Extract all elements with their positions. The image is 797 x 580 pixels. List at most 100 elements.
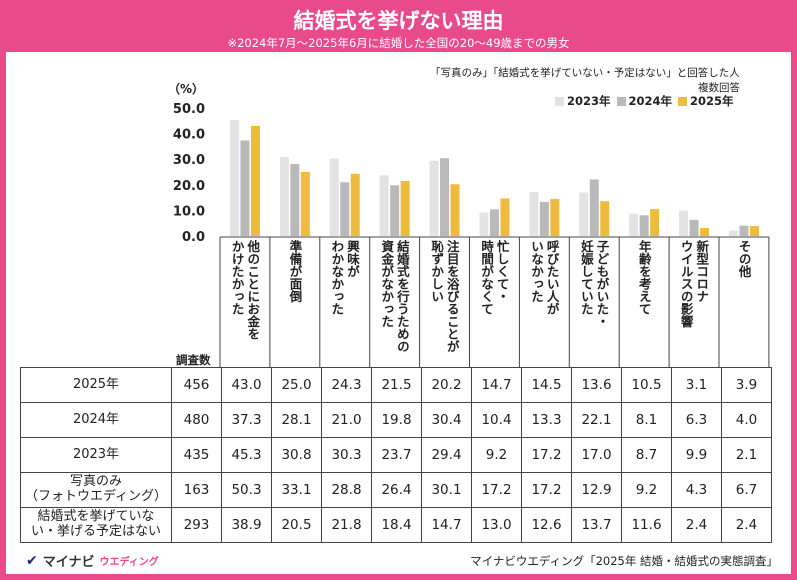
count-header: 調査数 <box>176 353 211 367</box>
table-cell: 30.3 <box>321 437 372 473</box>
bar-2023年-8 <box>629 213 639 236</box>
table-cell: 29.4 <box>421 437 472 473</box>
table-cell: 11.6 <box>621 507 672 543</box>
page-title: 結婚式を挙げない理由 <box>293 9 504 33</box>
bar-2024年-6 <box>539 201 549 236</box>
row-label: 2025年 <box>20 367 172 403</box>
logo-brand-sub: ウエディング <box>99 557 159 568</box>
table-cell: 17.2 <box>521 472 572 508</box>
table-row: 2025年 456 43.0 25.0 24.3 21.5 20.2 14.7 14.5 13.6… <box>20 367 772 403</box>
bar-2024年-4 <box>440 158 450 236</box>
table-cell: 10.5 <box>621 367 672 403</box>
table-cell: 9.9 <box>671 437 722 473</box>
logo-mark: ✔ <box>26 552 38 569</box>
bar-2023年-10 <box>728 230 738 236</box>
logo: ✔ マイナビ ウエディング <box>26 551 159 571</box>
table-cell: 25.0 <box>271 367 322 403</box>
table-cell: 38.9 <box>221 507 272 543</box>
y-tick-label: 40.0 <box>173 128 205 143</box>
bar-2024年-0 <box>240 140 250 236</box>
table-cell: 23.7 <box>371 437 422 473</box>
bar-2025年-6 <box>550 198 560 236</box>
page-subtitle: ※2024年7月～2025年6月に結婚した全国の20～49歳までの男女 <box>227 36 570 50</box>
bar-2025年-3 <box>400 180 410 236</box>
bar-2023年-1 <box>279 157 289 236</box>
bar-2025年-5 <box>500 198 510 236</box>
row-count: 293 <box>171 507 222 543</box>
row-label: 写真のみ （フォトウエディング） <box>20 472 172 508</box>
table-cell: 9.2 <box>471 437 522 473</box>
bar-2025年-4 <box>450 184 460 236</box>
legend-item-2023: 2023年 <box>555 93 611 109</box>
bar-2025年-1 <box>300 172 310 236</box>
table-cell: 18.4 <box>371 507 422 543</box>
bar-2023年-6 <box>529 191 539 236</box>
bar-2025年-8 <box>650 209 660 236</box>
table-cell: 13.7 <box>571 507 622 543</box>
respondents-note: 「写真のみ」「結婚式を挙げていない・予定はない」と回答した人 <box>430 67 740 79</box>
table-cell: 28.1 <box>271 402 322 438</box>
table-cell: 21.0 <box>321 402 372 438</box>
bar-2023年-4 <box>429 160 439 236</box>
category-label-7: 子どもがいた・ 妊娠していた <box>578 240 610 328</box>
table-cell: 4.0 <box>721 402 772 438</box>
multiple-answer-note: 複数回答 <box>698 82 740 94</box>
table-cell: 2.4 <box>721 507 772 543</box>
category-label-0: 他のことにお金を かけたかった <box>229 240 261 340</box>
legend-item-2025: 2025年 <box>678 93 734 109</box>
table-cell: 12.6 <box>521 507 572 543</box>
table-cell: 17.2 <box>521 437 572 473</box>
bar-2024年-3 <box>390 185 400 236</box>
table-cell: 8.7 <box>621 437 672 473</box>
bar-2023年-3 <box>379 175 389 236</box>
table-cell: 2.1 <box>721 437 772 473</box>
table-cell: 43.0 <box>221 367 272 403</box>
table-cell: 45.3 <box>221 437 272 473</box>
table-row: 写真のみ （フォトウエディング） 163 50.3 33.1 28.8 26.4 30.1 1… <box>20 472 772 508</box>
table-cell: 37.3 <box>221 402 272 438</box>
table-cell: 26.4 <box>371 472 422 508</box>
bar-2023年-2 <box>329 158 339 236</box>
bar-2025年-2 <box>350 173 360 236</box>
table-cell: 3.1 <box>671 367 722 403</box>
y-axis-unit: （%） <box>168 82 205 96</box>
category-label-6: 呼びたい人が いなかった <box>528 240 560 315</box>
bar-2023年-7 <box>579 192 589 236</box>
table-row: 2024年 480 37.3 28.1 21.0 19.8 30.4 10.4 13.3 22.1… <box>20 402 772 438</box>
table-row: 結婚式を挙げていな い・挙げる予定はない 293 38.9 20.5 21.8 18.4 1… <box>20 507 772 543</box>
row-count: 456 <box>171 367 222 403</box>
bar-2024年-1 <box>290 164 300 236</box>
bar-2024年-2 <box>340 182 350 236</box>
row-count: 163 <box>171 472 222 508</box>
table-cell: 14.7 <box>421 507 472 543</box>
y-tick-label: 30.0 <box>173 153 205 168</box>
bar-2025年-9 <box>700 228 710 236</box>
table-cell: 8.1 <box>621 402 672 438</box>
table-cell: 14.7 <box>471 367 522 403</box>
category-label-8: 年齢を考えて <box>636 240 652 315</box>
category-label-3: 結婚式を行うための 資金がなかった <box>379 240 410 353</box>
table-cell: 17.2 <box>471 472 522 508</box>
table-cell: 9.2 <box>621 472 672 508</box>
table-cell: 17.0 <box>571 437 622 473</box>
table-cell: 10.4 <box>471 402 522 438</box>
table-cell: 6.3 <box>671 402 722 438</box>
logo-brand: マイナビ <box>42 555 95 570</box>
table-cell: 30.1 <box>421 472 472 508</box>
y-tick-label: 20.0 <box>173 179 205 194</box>
table-cell: 12.9 <box>571 472 622 508</box>
table-cell: 33.1 <box>271 472 322 508</box>
legend: 2023年 2024年 2025年 <box>555 93 734 109</box>
bar-2023年-9 <box>679 210 689 236</box>
bar-2025年-0 <box>250 125 260 236</box>
bar-2025年-10 <box>749 226 759 236</box>
table-cell: 3.9 <box>721 367 772 403</box>
row-label: 結婚式を挙げていな い・挙げる予定はない <box>20 507 172 543</box>
bar-2024年-9 <box>689 219 699 236</box>
row-label: 2024年 <box>20 402 172 438</box>
bar-2025年-7 <box>600 201 610 236</box>
table-cell: 21.5 <box>371 367 422 403</box>
category-label-5: 忙しくて・ 時間がなくて <box>479 240 510 315</box>
table-cell: 19.8 <box>371 402 422 438</box>
